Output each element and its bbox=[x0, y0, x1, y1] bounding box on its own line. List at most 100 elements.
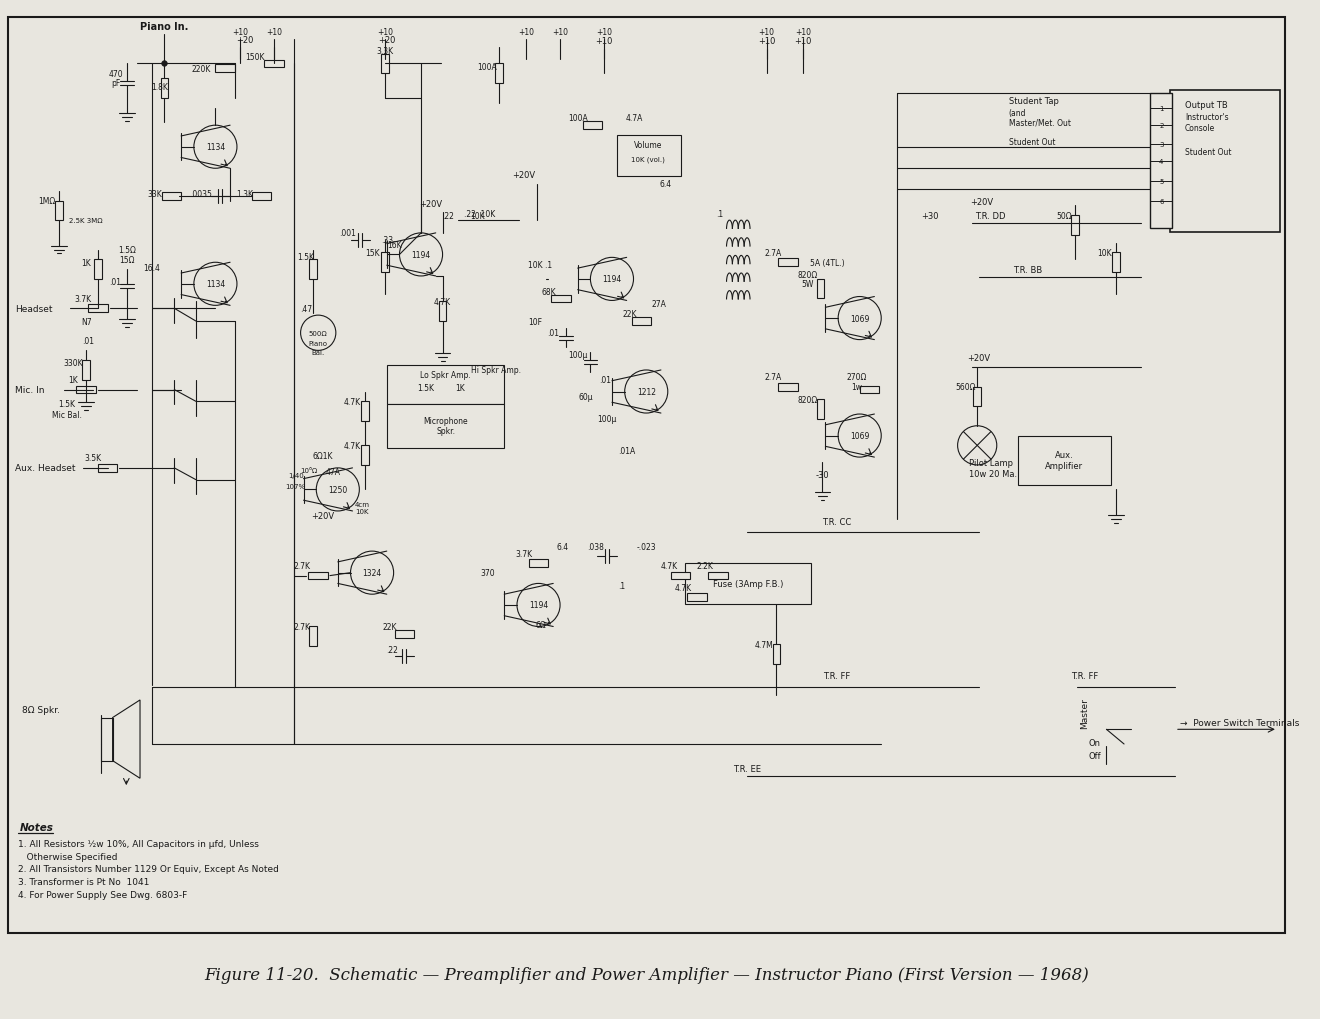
Text: 4.7K: 4.7K bbox=[345, 397, 362, 407]
Text: 1: 1 bbox=[1159, 105, 1163, 111]
Circle shape bbox=[301, 316, 335, 351]
Text: 470: 470 bbox=[108, 69, 123, 78]
Text: 100A: 100A bbox=[477, 63, 496, 72]
Text: -30: -30 bbox=[816, 471, 829, 480]
Text: T.R. FF: T.R. FF bbox=[1072, 672, 1098, 681]
Text: +20V: +20V bbox=[420, 200, 442, 209]
Bar bbox=[1170, 91, 1280, 232]
Bar bbox=[552, 296, 570, 303]
Text: 1.5K: 1.5K bbox=[58, 399, 75, 409]
Text: Aux.
Amplifier: Aux. Amplifier bbox=[1045, 450, 1084, 471]
Text: 15K: 15K bbox=[364, 249, 379, 258]
Text: .01: .01 bbox=[82, 336, 94, 345]
Text: 3.5K: 3.5K bbox=[84, 453, 102, 463]
Bar bbox=[631, 318, 651, 326]
Text: 1134: 1134 bbox=[206, 143, 224, 152]
Circle shape bbox=[517, 584, 560, 627]
Text: T.R. CC: T.R. CC bbox=[822, 518, 851, 527]
Text: .47: .47 bbox=[301, 305, 313, 314]
Text: +10: +10 bbox=[232, 28, 248, 37]
Text: 1. All Resistors ½w 10%, All Capacitors in μfd, Unless: 1. All Resistors ½w 10%, All Capacitors … bbox=[17, 840, 259, 848]
Bar bbox=[708, 572, 727, 580]
Text: 4.7K: 4.7K bbox=[660, 561, 677, 571]
Bar bbox=[88, 305, 108, 313]
Text: Output TB: Output TB bbox=[1185, 101, 1228, 110]
Bar bbox=[94, 260, 102, 279]
Circle shape bbox=[162, 62, 166, 67]
Text: 2.7A: 2.7A bbox=[764, 249, 783, 258]
Text: 1212: 1212 bbox=[636, 387, 656, 396]
Text: 3.3K: 3.3K bbox=[376, 47, 393, 56]
Text: 1069: 1069 bbox=[850, 432, 870, 440]
Text: 4.7A: 4.7A bbox=[626, 114, 643, 122]
Text: .01: .01 bbox=[110, 278, 121, 287]
Text: Headset: Headset bbox=[15, 305, 53, 314]
Circle shape bbox=[317, 469, 359, 512]
Text: +10: +10 bbox=[795, 28, 810, 37]
Text: 8Ω Spkr.: 8Ω Spkr. bbox=[21, 705, 59, 714]
Text: 6.4: 6.4 bbox=[557, 542, 569, 551]
Text: 68K: 68K bbox=[541, 287, 556, 297]
Text: +10: +10 bbox=[517, 28, 533, 37]
Bar bbox=[395, 631, 414, 639]
Text: 1250: 1250 bbox=[329, 485, 347, 494]
Text: 16.4: 16.4 bbox=[144, 263, 160, 272]
Text: 100A: 100A bbox=[568, 114, 587, 122]
Bar bbox=[616, 136, 681, 177]
Text: 330K: 330K bbox=[63, 359, 83, 367]
Text: 2. All Transistors Number 1129 Or Equiv, Except As Noted: 2. All Transistors Number 1129 Or Equiv,… bbox=[17, 864, 279, 873]
Text: -.023: -.023 bbox=[636, 542, 656, 551]
Text: 100μ: 100μ bbox=[568, 351, 587, 360]
Text: 2.5K 3MΩ: 2.5K 3MΩ bbox=[70, 218, 103, 224]
Text: .0035: .0035 bbox=[190, 190, 211, 199]
Text: Student Out: Student Out bbox=[1008, 138, 1055, 147]
Text: 10K .1: 10K .1 bbox=[528, 261, 553, 269]
Text: +30: +30 bbox=[921, 212, 939, 220]
Text: +10: +10 bbox=[759, 28, 775, 37]
Text: 1K: 1K bbox=[69, 376, 78, 385]
Text: 2.7K: 2.7K bbox=[293, 623, 310, 632]
Text: Master: Master bbox=[1080, 698, 1089, 729]
Text: 10K (vol.): 10K (vol.) bbox=[631, 156, 665, 163]
Text: T.R. BB: T.R. BB bbox=[1014, 265, 1043, 274]
Text: 107%: 107% bbox=[285, 484, 306, 490]
Bar bbox=[688, 594, 708, 601]
Bar bbox=[264, 60, 284, 68]
Bar bbox=[362, 446, 370, 466]
Bar bbox=[817, 279, 825, 300]
Bar bbox=[859, 386, 879, 394]
Text: 820Ω: 820Ω bbox=[797, 270, 818, 279]
Text: 1194: 1194 bbox=[529, 601, 548, 609]
Text: 5A (4TL.): 5A (4TL.) bbox=[810, 259, 845, 268]
Text: +10: +10 bbox=[795, 38, 812, 47]
Text: Master/Met. Out: Master/Met. Out bbox=[1008, 118, 1071, 127]
Text: .33: .33 bbox=[380, 236, 393, 245]
Text: 1K: 1K bbox=[455, 384, 465, 392]
Bar bbox=[215, 65, 235, 73]
Text: 60μ: 60μ bbox=[578, 392, 593, 401]
Text: .038: .038 bbox=[587, 542, 603, 551]
Text: +20V: +20V bbox=[970, 198, 994, 207]
Text: .22: .22 bbox=[385, 645, 397, 654]
Text: 370: 370 bbox=[480, 569, 495, 578]
Text: +10: +10 bbox=[376, 28, 393, 37]
Bar bbox=[77, 386, 96, 394]
Bar bbox=[779, 383, 799, 391]
Text: 1.3K: 1.3K bbox=[236, 190, 253, 199]
Bar bbox=[671, 572, 690, 580]
Bar bbox=[381, 253, 388, 273]
Text: 3.7K: 3.7K bbox=[75, 294, 92, 304]
Bar bbox=[55, 202, 62, 221]
Bar bbox=[309, 627, 317, 646]
Text: 1/40: 1/40 bbox=[288, 472, 304, 478]
Text: 10K: 10K bbox=[1097, 249, 1111, 258]
Text: 1.5K: 1.5K bbox=[417, 384, 434, 392]
Text: +20: +20 bbox=[378, 36, 396, 45]
Text: 6.4: 6.4 bbox=[660, 180, 672, 190]
Text: 22K: 22K bbox=[622, 310, 636, 318]
Text: 50Ω: 50Ω bbox=[1056, 212, 1072, 220]
Bar bbox=[161, 193, 181, 201]
Text: 4: 4 bbox=[1159, 159, 1163, 165]
Text: 10⁶Ω: 10⁶Ω bbox=[300, 468, 317, 474]
Text: Notes: Notes bbox=[20, 822, 53, 833]
